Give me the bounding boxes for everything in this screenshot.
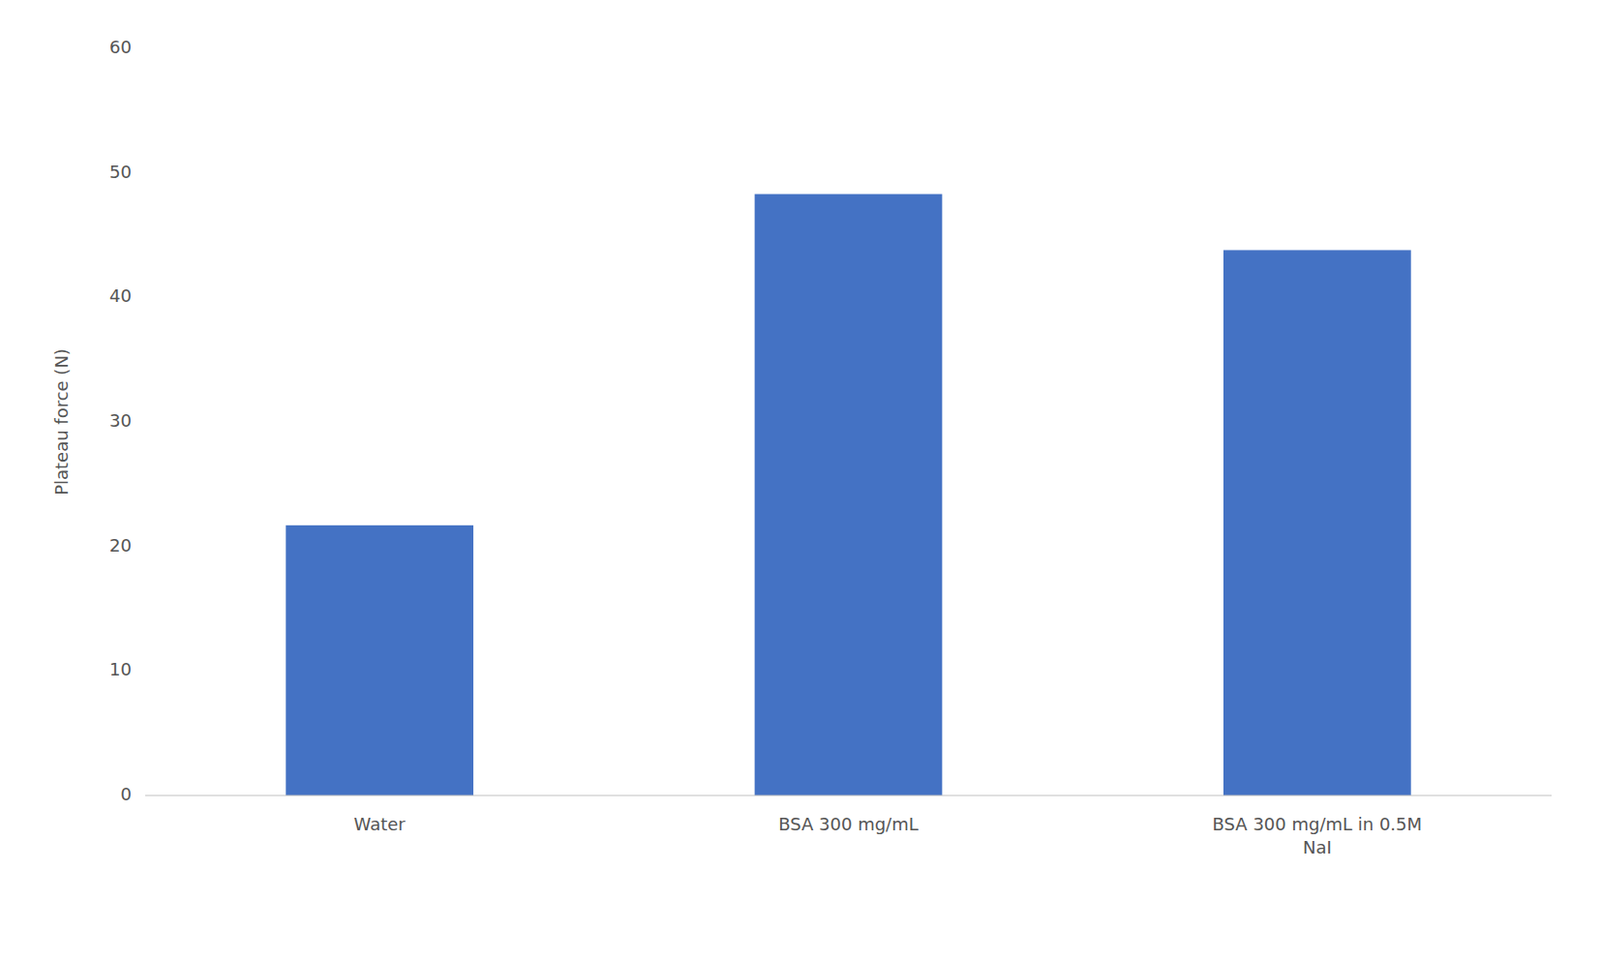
y-tick-label: 0 xyxy=(120,784,132,805)
y-axis-label: Plateau force (N) xyxy=(51,348,72,496)
y-tick-label: 20 xyxy=(109,535,132,556)
x-tick-label: BSA 300 mg/mL in 0.5MNaI xyxy=(1212,814,1423,858)
x-axis: Water BSA 300 mg/mL BSA 300 mg/mL in 0.5MN… xyxy=(354,814,1423,858)
x-tick-label: Water xyxy=(354,814,407,835)
y-tick-label: 60 xyxy=(109,36,132,58)
chart-container: 0 10 20 30 40 50 60 Water BSA 300 mg/mL BSA 300 m… xyxy=(0,0,1600,960)
chart-svg: 0 10 20 30 40 50 60 Water BSA 300 mg/mL BSA 300 m… xyxy=(0,0,1600,960)
bars xyxy=(285,194,1411,796)
y-tick-label: 40 xyxy=(109,285,132,306)
bar xyxy=(285,525,474,796)
bar xyxy=(1223,249,1412,796)
x-axis-line xyxy=(145,795,1552,797)
x-tick-label: BSA 300 mg/mL xyxy=(778,814,919,835)
y-tick-label: 10 xyxy=(109,659,132,680)
bar xyxy=(754,194,943,796)
y-axis: 0 10 20 30 40 50 60 xyxy=(109,36,132,805)
y-tick-label: 50 xyxy=(109,161,132,182)
y-tick-label: 30 xyxy=(109,410,132,431)
